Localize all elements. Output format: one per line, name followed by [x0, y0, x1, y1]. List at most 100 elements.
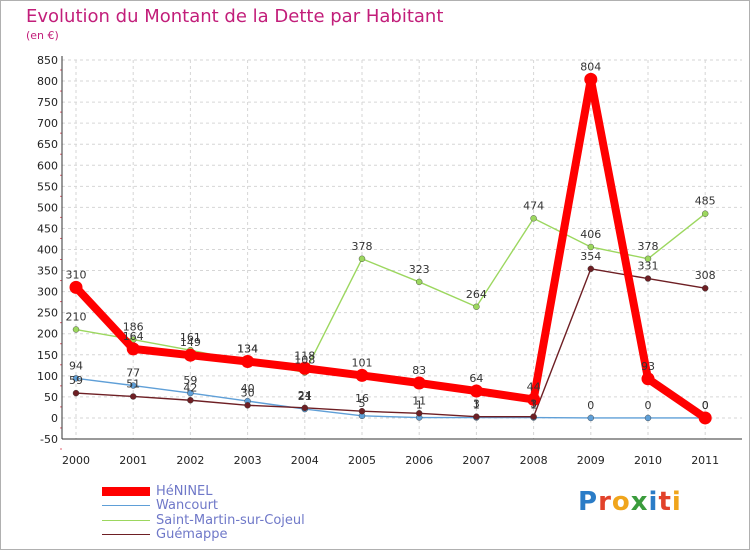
- x-tick-label: 2004: [291, 454, 319, 467]
- data-label: 331: [638, 260, 659, 273]
- data-point: [69, 280, 83, 294]
- legend-label: Wancourt: [156, 498, 219, 514]
- y-tick-label: 500: [37, 201, 58, 214]
- data-point: [187, 389, 194, 397]
- x-tick-label: 2008: [520, 454, 548, 467]
- y-tick-label: 250: [37, 307, 58, 320]
- y-tick-label: 450: [37, 222, 58, 235]
- y-tick-label: 650: [37, 138, 58, 151]
- data-point: [644, 275, 652, 282]
- y-tick-label: 150: [37, 349, 58, 362]
- data-point: [644, 414, 652, 422]
- data-point: [530, 215, 537, 222]
- legend-swatch: [102, 519, 150, 521]
- data-point: [587, 265, 594, 273]
- data-point: [129, 393, 137, 400]
- line-chart: -500501001502002503003504004505005506006…: [37, 54, 742, 467]
- data-label: 134: [237, 343, 258, 356]
- data-label: 44: [527, 380, 541, 393]
- legend-item: Wancourt: [102, 498, 305, 514]
- data-label: 1: [530, 399, 537, 412]
- data-label: 308: [695, 269, 716, 282]
- x-tick-label: 2011: [691, 454, 719, 467]
- x-tick-label: 2001: [119, 454, 147, 467]
- data-point: [473, 413, 480, 420]
- data-label: 0: [645, 399, 652, 412]
- series-lines: [69, 72, 712, 425]
- legend-item: Saint-Martin-sur-Cojeul: [102, 513, 305, 528]
- data-label: 40: [241, 382, 255, 395]
- legend-swatch: [102, 534, 150, 536]
- data-point: [527, 392, 541, 406]
- data-label: 16: [355, 392, 369, 405]
- data-point: [129, 382, 137, 389]
- data-label: 1: [416, 399, 423, 412]
- data-label: 11: [412, 394, 426, 407]
- data-label: 161: [180, 331, 201, 344]
- data-label: 378: [638, 240, 659, 253]
- data-label: 406: [580, 228, 601, 241]
- data-point: [72, 389, 80, 397]
- data-point: [584, 72, 598, 86]
- data-point: [702, 285, 709, 292]
- y-tick-label: 700: [37, 117, 58, 130]
- x-tick-label: 2009: [577, 454, 605, 467]
- data-point: [126, 342, 140, 356]
- data-label: 210: [66, 311, 87, 324]
- data-label: 51: [126, 377, 140, 390]
- data-label: 310: [66, 268, 87, 281]
- data-label: 108: [294, 353, 315, 366]
- data-label: 186: [123, 321, 144, 334]
- data-label: 42: [183, 381, 197, 394]
- series-line: [75, 213, 706, 374]
- data-point: [473, 303, 480, 310]
- series-line: [75, 268, 706, 418]
- data-point: [702, 210, 709, 217]
- logo-letter: i: [671, 487, 682, 517]
- legend-label: Guémappe: [156, 527, 228, 543]
- y-tick-label: 750: [37, 96, 58, 109]
- legend-swatch: [102, 505, 150, 507]
- series-line: [72, 75, 710, 422]
- data-label: 94: [69, 359, 83, 372]
- data-point: [358, 408, 366, 415]
- data-label: 0: [587, 399, 594, 412]
- data-point: [187, 397, 194, 404]
- data-point: [244, 402, 251, 409]
- data-label: 59: [69, 374, 83, 387]
- data-label: 83: [412, 364, 426, 377]
- unit-label: (en €): [26, 29, 59, 42]
- legend-label: Saint-Martin-sur-Cojeul: [156, 512, 305, 528]
- y-tick-label: 200: [37, 328, 58, 341]
- x-tick-label: 2010: [634, 454, 662, 467]
- legend-swatch: [102, 486, 150, 496]
- data-label: 30: [241, 386, 255, 399]
- y-tick-label: 0: [51, 412, 58, 425]
- data-label: 323: [409, 263, 430, 276]
- legend: HéNINEL Wancourt Saint-Martin-sur-Cojeul Gu…: [102, 484, 305, 542]
- data-point: [530, 413, 537, 420]
- legend-item: Guémappe: [102, 527, 305, 543]
- data-point: [644, 255, 652, 262]
- data-label: 93: [641, 360, 655, 373]
- proxiti-logo: Proxiti: [578, 487, 682, 517]
- y-tick-label: 350: [37, 265, 58, 278]
- logo-letter: o: [611, 487, 631, 517]
- y-tick-label: 300: [37, 286, 58, 299]
- x-tick-label: 2005: [348, 454, 376, 467]
- data-label: 474: [523, 199, 544, 212]
- y-tick-label: 850: [37, 54, 58, 67]
- data-point: [587, 243, 594, 251]
- data-label: 59: [183, 374, 197, 387]
- data-label: 21: [298, 390, 312, 403]
- y-tick-label: -50: [40, 433, 58, 446]
- x-tick-label: 2006: [405, 454, 433, 467]
- data-point: [412, 376, 426, 390]
- data-point: [241, 355, 255, 369]
- data-point: [298, 361, 312, 375]
- y-tick-label: 800: [37, 75, 58, 88]
- data-label: 354: [580, 250, 601, 263]
- y-tick-label: 100: [37, 370, 58, 383]
- axes: -500501001502002503003504004505005506006…: [37, 54, 742, 467]
- data-label: 3: [473, 398, 480, 411]
